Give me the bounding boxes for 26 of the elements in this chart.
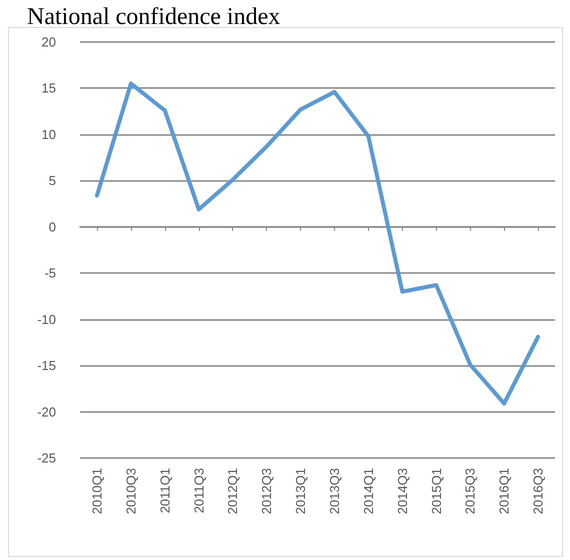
x-tick-label: 2012Q1 [225,468,240,514]
x-tick-label: 2014Q1 [360,468,376,514]
x-tick-label: 2011Q3 [191,468,206,514]
y-tick-label: 5 [48,173,56,188]
x-tick-label: 2014Q3 [394,468,410,514]
chart-title: National confidence index [27,4,280,30]
y-tick-label: -20 [37,404,56,420]
x-tick-label: 2016Q1 [496,468,512,514]
y-tick-label: -15 [37,358,56,374]
x-tick-label: 2016Q3 [530,468,546,514]
line-series [94,82,540,406]
x-tick-label: 2010Q3 [123,468,138,514]
y-tick-label: 0 [48,219,56,234]
y-tick-label: -10 [37,312,56,327]
x-tick-label: 2012Q3 [259,468,274,514]
x-tick-label: 2015Q3 [462,468,478,514]
y-tick-label: -25 [37,450,56,466]
x-tick-label: 2010Q1 [89,468,104,514]
x-tick-label: 2015Q1 [428,468,444,514]
y-tick-label: 15 [42,80,56,96]
x-tick-label: 2011Q1 [157,468,172,514]
x-tick-label: 2013Q1 [293,468,308,514]
y-tick-label: 10 [42,126,56,142]
x-tick-label: 2013Q3 [326,468,342,514]
y-tick-label: -5 [44,266,56,281]
y-tick-label: 20 [42,34,56,50]
